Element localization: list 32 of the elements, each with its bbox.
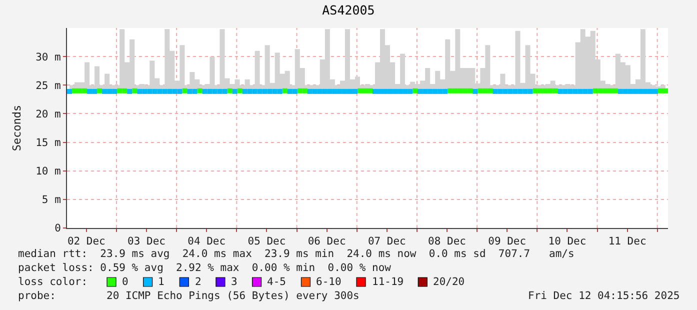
- legend-label: 4-5: [267, 276, 286, 288]
- legend-label: 20/20: [433, 276, 465, 288]
- y-tick-label: 20 m: [36, 108, 61, 120]
- legend-label: 0: [122, 276, 128, 288]
- x-tick-label: 07 Dec: [368, 236, 406, 248]
- x-tick-label: 10 Dec: [548, 236, 586, 248]
- y-tick-label: 25 m: [36, 80, 61, 92]
- x-tick-label: 06 Dec: [308, 236, 346, 248]
- y-tick-label: 0: [54, 222, 61, 235]
- legend-label: 6-10: [316, 276, 342, 288]
- x-tick-label: 09 Dec: [488, 236, 526, 248]
- text: median rtt: 23.9 ms avg 24.0 ms max 23.9 ms min 24.0 ms now 0.0 ms sd 707.7 am/s: [18, 248, 574, 260]
- text: packet loss: 0.59 % avg 2.92 % max 0.00 % min 0.00 % now: [18, 262, 392, 274]
- legend-label: 11-19: [372, 276, 404, 288]
- y-axis-title: Seconds: [10, 104, 24, 152]
- x-tick-label: 11 Dec: [608, 236, 646, 248]
- x-tick-label: 05 Dec: [248, 236, 286, 248]
- legend-title: loss color:: [18, 276, 88, 288]
- x-tick-label: 08 Dec: [428, 236, 466, 248]
- y-tick-label: 15 m: [36, 136, 61, 149]
- chart-title: AS42005: [322, 2, 375, 18]
- y-tick-label: 5 m: [42, 194, 61, 206]
- x-tick-label: 03 Dec: [128, 236, 166, 248]
- x-tick-label: 04 Dec: [188, 236, 226, 248]
- legend-label: 2: [195, 276, 202, 288]
- text: Fri Dec 12 04:15:56 2025: [528, 290, 680, 302]
- y-tick-label: 30 m: [36, 51, 61, 64]
- legend-label: 1: [158, 276, 164, 288]
- text: probe: 20 ICMP Echo Pings (56 Bytes) every 300s: [18, 290, 360, 302]
- y-tick-label: 10 m: [36, 166, 61, 178]
- x-tick-label: 02 Dec: [67, 236, 106, 248]
- legend-label: 3: [231, 276, 238, 288]
